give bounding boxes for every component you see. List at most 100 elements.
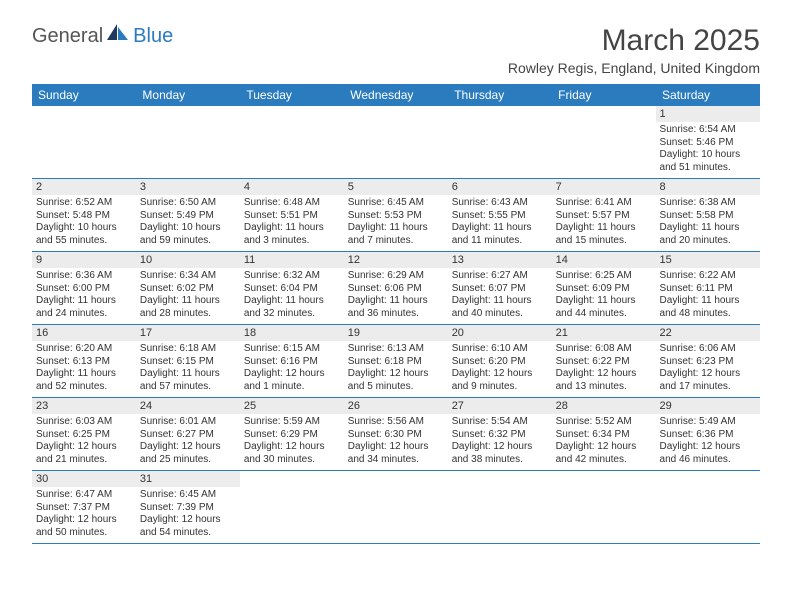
day-number: 27 bbox=[448, 398, 552, 414]
day-number: 19 bbox=[344, 325, 448, 341]
daylight-text: Daylight: 12 hours and 17 minutes. bbox=[660, 368, 756, 393]
calendar-cell bbox=[448, 106, 552, 179]
sunrise-text: Sunrise: 6:15 AM bbox=[244, 343, 340, 356]
sunset-text: Sunset: 6:02 PM bbox=[140, 283, 236, 296]
sunrise-text: Sunrise: 6:08 AM bbox=[556, 343, 652, 356]
sunset-text: Sunset: 6:32 PM bbox=[452, 429, 548, 442]
sunset-text: Sunset: 6:23 PM bbox=[660, 356, 756, 369]
calendar-cell: 1Sunrise: 6:54 AMSunset: 5:46 PMDaylight… bbox=[656, 106, 760, 179]
calendar-cell bbox=[656, 471, 760, 544]
sunset-text: Sunset: 6:22 PM bbox=[556, 356, 652, 369]
daylight-text: Daylight: 12 hours and 21 minutes. bbox=[36, 441, 132, 466]
daylight-text: Daylight: 11 hours and 20 minutes. bbox=[660, 222, 756, 247]
day-number: 20 bbox=[448, 325, 552, 341]
calendar-row: 9Sunrise: 6:36 AMSunset: 6:00 PMDaylight… bbox=[32, 252, 760, 325]
daylight-text: Daylight: 12 hours and 46 minutes. bbox=[660, 441, 756, 466]
weekday-header: Monday bbox=[136, 84, 240, 106]
daylight-text: Daylight: 10 hours and 51 minutes. bbox=[660, 149, 756, 174]
day-body: Sunrise: 6:27 AMSunset: 6:07 PMDaylight:… bbox=[448, 268, 552, 324]
calendar-cell: 26Sunrise: 5:56 AMSunset: 6:30 PMDayligh… bbox=[344, 398, 448, 471]
day-number: 13 bbox=[448, 252, 552, 268]
sunrise-text: Sunrise: 6:10 AM bbox=[452, 343, 548, 356]
day-body: Sunrise: 6:01 AMSunset: 6:27 PMDaylight:… bbox=[136, 414, 240, 470]
sunset-text: Sunset: 5:49 PM bbox=[140, 210, 236, 223]
day-body bbox=[32, 110, 136, 162]
sunrise-text: Sunrise: 6:54 AM bbox=[660, 124, 756, 137]
day-body: Sunrise: 6:08 AMSunset: 6:22 PMDaylight:… bbox=[552, 341, 656, 397]
daylight-text: Daylight: 11 hours and 28 minutes. bbox=[140, 295, 236, 320]
calendar-row: 30Sunrise: 6:47 AMSunset: 7:37 PMDayligh… bbox=[32, 471, 760, 544]
sunset-text: Sunset: 6:11 PM bbox=[660, 283, 756, 296]
sunrise-text: Sunrise: 6:52 AM bbox=[36, 197, 132, 210]
day-number: 9 bbox=[32, 252, 136, 268]
calendar-cell: 19Sunrise: 6:13 AMSunset: 6:18 PMDayligh… bbox=[344, 325, 448, 398]
day-body: Sunrise: 6:18 AMSunset: 6:15 PMDaylight:… bbox=[136, 341, 240, 397]
daylight-text: Daylight: 11 hours and 44 minutes. bbox=[556, 295, 652, 320]
daylight-text: Daylight: 11 hours and 40 minutes. bbox=[452, 295, 548, 320]
sunset-text: Sunset: 6:29 PM bbox=[244, 429, 340, 442]
sunrise-text: Sunrise: 6:41 AM bbox=[556, 197, 652, 210]
sunrise-text: Sunrise: 6:27 AM bbox=[452, 270, 548, 283]
calendar-cell: 8Sunrise: 6:38 AMSunset: 5:58 PMDaylight… bbox=[656, 179, 760, 252]
day-body: Sunrise: 6:45 AMSunset: 5:53 PMDaylight:… bbox=[344, 195, 448, 251]
day-number: 24 bbox=[136, 398, 240, 414]
calendar-cell: 9Sunrise: 6:36 AMSunset: 6:00 PMDaylight… bbox=[32, 252, 136, 325]
calendar-cell: 30Sunrise: 6:47 AMSunset: 7:37 PMDayligh… bbox=[32, 471, 136, 544]
daylight-text: Daylight: 12 hours and 30 minutes. bbox=[244, 441, 340, 466]
sunset-text: Sunset: 6:18 PM bbox=[348, 356, 444, 369]
day-body bbox=[552, 110, 656, 162]
calendar-cell: 4Sunrise: 6:48 AMSunset: 5:51 PMDaylight… bbox=[240, 179, 344, 252]
calendar-cell: 22Sunrise: 6:06 AMSunset: 6:23 PMDayligh… bbox=[656, 325, 760, 398]
day-body: Sunrise: 6:32 AMSunset: 6:04 PMDaylight:… bbox=[240, 268, 344, 324]
day-body: Sunrise: 6:41 AMSunset: 5:57 PMDaylight:… bbox=[552, 195, 656, 251]
calendar-cell: 25Sunrise: 5:59 AMSunset: 6:29 PMDayligh… bbox=[240, 398, 344, 471]
sunrise-text: Sunrise: 6:29 AM bbox=[348, 270, 444, 283]
day-number: 21 bbox=[552, 325, 656, 341]
daylight-text: Daylight: 11 hours and 24 minutes. bbox=[36, 295, 132, 320]
day-body: Sunrise: 5:52 AMSunset: 6:34 PMDaylight:… bbox=[552, 414, 656, 470]
calendar-cell: 3Sunrise: 6:50 AMSunset: 5:49 PMDaylight… bbox=[136, 179, 240, 252]
calendar-cell: 12Sunrise: 6:29 AMSunset: 6:06 PMDayligh… bbox=[344, 252, 448, 325]
sunset-text: Sunset: 6:15 PM bbox=[140, 356, 236, 369]
day-number: 17 bbox=[136, 325, 240, 341]
day-body: Sunrise: 6:52 AMSunset: 5:48 PMDaylight:… bbox=[32, 195, 136, 251]
day-body: Sunrise: 6:15 AMSunset: 6:16 PMDaylight:… bbox=[240, 341, 344, 397]
weekday-header-row: Sunday Monday Tuesday Wednesday Thursday… bbox=[32, 84, 760, 106]
sunset-text: Sunset: 5:55 PM bbox=[452, 210, 548, 223]
day-body bbox=[344, 110, 448, 162]
daylight-text: Daylight: 11 hours and 11 minutes. bbox=[452, 222, 548, 247]
day-number: 7 bbox=[552, 179, 656, 195]
daylight-text: Daylight: 12 hours and 9 minutes. bbox=[452, 368, 548, 393]
daylight-text: Daylight: 12 hours and 1 minute. bbox=[244, 368, 340, 393]
daylight-text: Daylight: 12 hours and 42 minutes. bbox=[556, 441, 652, 466]
day-body: Sunrise: 6:43 AMSunset: 5:55 PMDaylight:… bbox=[448, 195, 552, 251]
sunrise-text: Sunrise: 5:49 AM bbox=[660, 416, 756, 429]
day-body: Sunrise: 6:54 AMSunset: 5:46 PMDaylight:… bbox=[656, 122, 760, 178]
daylight-text: Daylight: 12 hours and 50 minutes. bbox=[36, 514, 132, 539]
day-body: Sunrise: 5:54 AMSunset: 6:32 PMDaylight:… bbox=[448, 414, 552, 470]
calendar-row: 1Sunrise: 6:54 AMSunset: 5:46 PMDaylight… bbox=[32, 106, 760, 179]
sunset-text: Sunset: 6:00 PM bbox=[36, 283, 132, 296]
calendar-cell: 6Sunrise: 6:43 AMSunset: 5:55 PMDaylight… bbox=[448, 179, 552, 252]
day-number: 12 bbox=[344, 252, 448, 268]
sunset-text: Sunset: 6:13 PM bbox=[36, 356, 132, 369]
calendar-cell: 2Sunrise: 6:52 AMSunset: 5:48 PMDaylight… bbox=[32, 179, 136, 252]
day-body bbox=[448, 110, 552, 162]
day-body bbox=[240, 110, 344, 162]
sunrise-text: Sunrise: 6:18 AM bbox=[140, 343, 236, 356]
daylight-text: Daylight: 11 hours and 36 minutes. bbox=[348, 295, 444, 320]
calendar-cell: 5Sunrise: 6:45 AMSunset: 5:53 PMDaylight… bbox=[344, 179, 448, 252]
location: Rowley Regis, England, United Kingdom bbox=[508, 60, 760, 76]
sunset-text: Sunset: 7:39 PM bbox=[140, 502, 236, 515]
day-body: Sunrise: 6:47 AMSunset: 7:37 PMDaylight:… bbox=[32, 487, 136, 543]
day-body: Sunrise: 6:50 AMSunset: 5:49 PMDaylight:… bbox=[136, 195, 240, 251]
calendar-cell bbox=[552, 106, 656, 179]
calendar-cell: 15Sunrise: 6:22 AMSunset: 6:11 PMDayligh… bbox=[656, 252, 760, 325]
calendar-cell: 29Sunrise: 5:49 AMSunset: 6:36 PMDayligh… bbox=[656, 398, 760, 471]
day-body bbox=[136, 110, 240, 162]
sunrise-text: Sunrise: 6:03 AM bbox=[36, 416, 132, 429]
daylight-text: Daylight: 11 hours and 15 minutes. bbox=[556, 222, 652, 247]
day-number: 18 bbox=[240, 325, 344, 341]
calendar-cell bbox=[136, 106, 240, 179]
day-body: Sunrise: 6:48 AMSunset: 5:51 PMDaylight:… bbox=[240, 195, 344, 251]
